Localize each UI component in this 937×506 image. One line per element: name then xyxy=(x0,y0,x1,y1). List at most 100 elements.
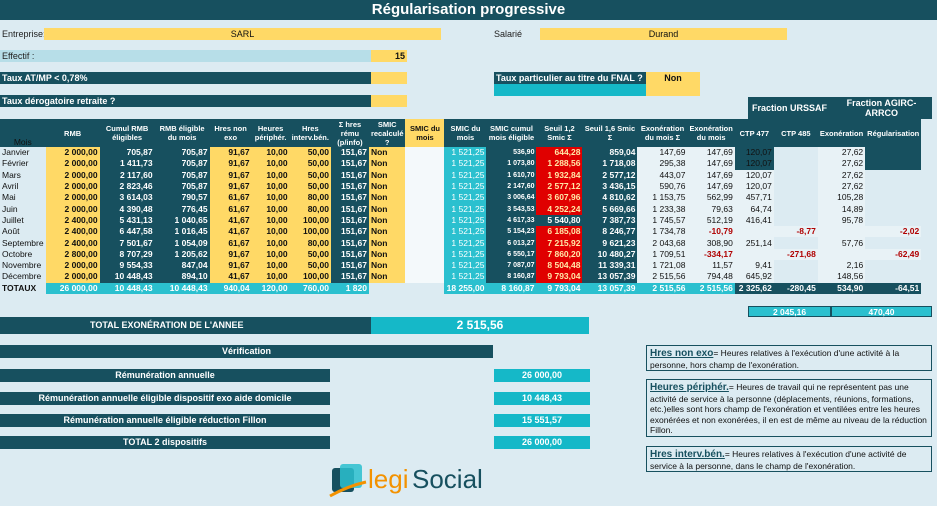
table-cell[interactable]: 100,00 xyxy=(289,226,331,238)
table-cell[interactable]: 10,00 xyxy=(251,214,290,227)
table-cell[interactable]: 2 000,00 xyxy=(45,147,100,159)
table-cell[interactable]: 41,67 xyxy=(209,214,252,227)
table-cell[interactable]: 100,00 xyxy=(289,271,331,283)
table-cell[interactable]: 91,67 xyxy=(209,180,252,193)
table-cell[interactable]: 1 040,65 xyxy=(154,214,210,227)
table-cell[interactable]: 91,67 xyxy=(209,248,252,260)
table-cell[interactable]: 151,67 xyxy=(330,214,369,227)
table-cell[interactable]: 790,57 xyxy=(154,192,210,204)
table-cell[interactable]: 100,00 xyxy=(289,214,331,227)
table-cell[interactable]: 2 823,46 xyxy=(99,180,155,193)
table-cell[interactable]: 705,87 xyxy=(154,158,210,170)
table-cell[interactable]: 151,67 xyxy=(330,169,369,181)
table-cell[interactable]: 50,00 xyxy=(289,158,331,170)
table-cell[interactable]: 10,00 xyxy=(251,248,290,260)
table-cell[interactable]: 10,00 xyxy=(251,226,290,238)
table-cell[interactable]: 80,00 xyxy=(289,192,331,204)
effectif-field[interactable]: 15 xyxy=(371,50,407,62)
table-cell[interactable]: Non xyxy=(368,203,406,215)
table-cell[interactable]: 3 614,03 xyxy=(99,192,155,204)
table-cell[interactable]: 10,00 xyxy=(251,169,290,181)
table-cell[interactable]: 2 000,00 xyxy=(45,192,100,204)
table-cell[interactable]: Non xyxy=(368,248,406,260)
table-cell[interactable]: 2 400,00 xyxy=(45,214,100,227)
table-cell[interactable]: 2 000,00 xyxy=(45,259,100,272)
table-cell[interactable]: 151,67 xyxy=(330,226,369,238)
table-cell[interactable]: 10 448,43 xyxy=(99,271,155,283)
table-cell[interactable]: Non xyxy=(368,226,406,238)
table-cell[interactable]: 10,00 xyxy=(251,192,290,204)
table-cell[interactable]: 776,45 xyxy=(154,203,210,215)
table-cell[interactable]: 705,87 xyxy=(154,180,210,193)
table-cell[interactable]: 151,67 xyxy=(330,271,369,283)
table-cell[interactable]: 2 800,00 xyxy=(45,248,100,260)
table-cell[interactable]: Non xyxy=(368,180,406,193)
table-cell[interactable]: 91,67 xyxy=(209,147,252,159)
table-cell[interactable]: 2 000,00 xyxy=(45,158,100,170)
table-cell[interactable]: 41,67 xyxy=(209,271,252,283)
table-cell[interactable]: 10,00 xyxy=(251,271,290,283)
table-cell[interactable]: 1 411,73 xyxy=(99,158,155,170)
table-cell[interactable]: 7 501,67 xyxy=(99,237,155,249)
table-cell[interactable]: 151,67 xyxy=(330,158,369,170)
table-cell[interactable]: 151,67 xyxy=(330,192,369,204)
table-cell[interactable]: 894,10 xyxy=(154,271,210,283)
table-cell[interactable]: Non xyxy=(368,237,406,249)
table-cell[interactable]: 705,87 xyxy=(154,169,210,181)
table-cell[interactable]: 1 016,45 xyxy=(154,226,210,238)
table-cell[interactable]: 151,67 xyxy=(330,259,369,272)
table-cell[interactable]: 5 431,13 xyxy=(99,214,155,227)
table-cell[interactable]: 41,67 xyxy=(209,226,252,238)
table-cell[interactable]: Non xyxy=(368,192,406,204)
table-cell[interactable]: 847,04 xyxy=(154,259,210,272)
table-cell[interactable]: 151,67 xyxy=(330,248,369,260)
table-cell[interactable]: 10,00 xyxy=(251,180,290,193)
taux-derog-field[interactable] xyxy=(371,95,407,107)
table-cell[interactable]: 2 400,00 xyxy=(45,226,100,238)
table-cell[interactable]: 151,67 xyxy=(330,180,369,193)
table-cell[interactable]: 2 000,00 xyxy=(45,169,100,181)
table-cell[interactable]: 91,67 xyxy=(209,259,252,272)
table-cell[interactable]: 1 205,62 xyxy=(154,248,210,260)
table-cell[interactable]: 50,00 xyxy=(289,169,331,181)
table-cell[interactable]: 6 447,58 xyxy=(99,226,155,238)
table-cell[interactable]: Non xyxy=(368,259,406,272)
table-cell[interactable]: 10,00 xyxy=(251,259,290,272)
table-cell[interactable]: 705,87 xyxy=(154,147,210,159)
table-cell[interactable]: 10,00 xyxy=(251,237,290,249)
table-cell[interactable]: 80,00 xyxy=(289,237,331,249)
table-cell[interactable]: Non xyxy=(368,271,406,283)
table-cell[interactable]: 2 000,00 xyxy=(45,180,100,193)
taux-fnal-field[interactable]: Non xyxy=(646,72,700,96)
table-cell[interactable]: 8 707,29 xyxy=(99,248,155,260)
entreprise-field[interactable]: SARL xyxy=(44,28,441,40)
table-cell[interactable]: 61,67 xyxy=(209,203,252,215)
salarie-field[interactable]: Durand xyxy=(540,28,787,40)
table-cell[interactable]: 91,67 xyxy=(209,158,252,170)
table-cell[interactable]: 151,67 xyxy=(330,237,369,249)
table-cell[interactable]: 705,87 xyxy=(99,147,155,159)
table-cell[interactable]: 2 117,60 xyxy=(99,169,155,181)
table-cell[interactable]: 80,00 xyxy=(289,203,331,215)
table-cell[interactable]: Non xyxy=(368,158,406,170)
table-cell[interactable]: 10,00 xyxy=(251,158,290,170)
table-cell[interactable]: 91,67 xyxy=(209,169,252,181)
table-cell[interactable]: 2 000,00 xyxy=(45,271,100,283)
table-cell[interactable]: 10,00 xyxy=(251,203,290,215)
table-cell[interactable]: Non xyxy=(368,169,406,181)
table-cell[interactable]: 151,67 xyxy=(330,147,369,159)
taux-atmp-field[interactable] xyxy=(371,72,407,84)
table-cell[interactable]: Non xyxy=(368,214,406,227)
table-cell[interactable]: 2 400,00 xyxy=(45,237,100,249)
table-cell[interactable]: 61,67 xyxy=(209,192,252,204)
table-cell[interactable]: 1 054,09 xyxy=(154,237,210,249)
table-cell[interactable]: 61,67 xyxy=(209,237,252,249)
table-cell[interactable]: 10,00 xyxy=(251,147,290,159)
table-cell[interactable]: 50,00 xyxy=(289,259,331,272)
table-cell[interactable]: 50,00 xyxy=(289,248,331,260)
table-cell[interactable]: Non xyxy=(368,147,406,159)
table-cell[interactable]: 50,00 xyxy=(289,147,331,159)
table-cell[interactable]: 151,67 xyxy=(330,203,369,215)
table-cell[interactable]: 9 554,33 xyxy=(99,259,155,272)
table-cell[interactable]: 2 000,00 xyxy=(45,203,100,215)
